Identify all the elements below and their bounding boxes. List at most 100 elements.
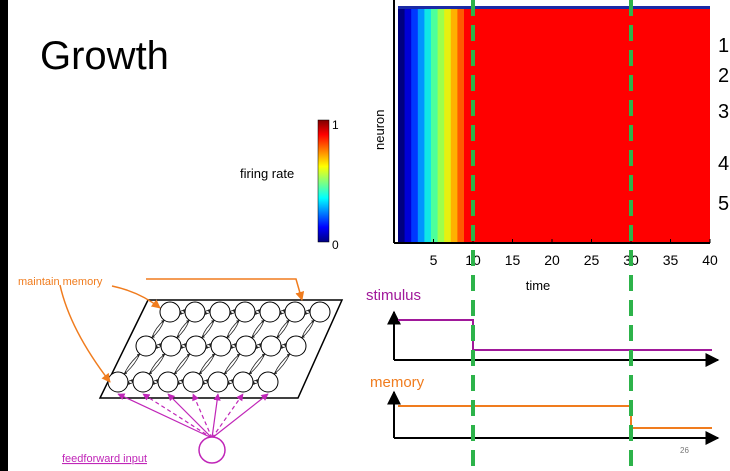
network-neuron bbox=[207, 371, 229, 393]
recurrent-link bbox=[254, 308, 261, 313]
feedforward-arrow bbox=[192, 393, 213, 439]
recurrent-link bbox=[180, 345, 187, 350]
heatmap-saturated-region bbox=[464, 6, 710, 243]
recurrent-link bbox=[280, 342, 287, 347]
recurrent-link bbox=[179, 311, 186, 316]
feedforward-arrow bbox=[117, 393, 213, 439]
recurrent-link bbox=[152, 381, 159, 386]
recurrent-link bbox=[230, 342, 237, 347]
recurrent-link bbox=[127, 378, 134, 383]
heatmap-ramp-stripe bbox=[417, 6, 425, 243]
network-neuron bbox=[260, 335, 282, 357]
recurrent-link bbox=[223, 353, 241, 375]
recurrent-link bbox=[255, 345, 262, 350]
network-neuron bbox=[159, 301, 181, 323]
recurrent-link bbox=[204, 308, 211, 313]
recurrent-link bbox=[202, 381, 209, 386]
network-neuron bbox=[135, 335, 157, 357]
recurrent-link bbox=[176, 319, 190, 338]
recurrent-link bbox=[155, 345, 162, 350]
memory-trace bbox=[398, 405, 712, 429]
recurrent-link bbox=[204, 311, 211, 316]
memory-plot: memory bbox=[370, 374, 720, 445]
recurrent-link bbox=[255, 342, 262, 347]
recurrent-link bbox=[152, 378, 159, 383]
recurrent-link bbox=[251, 320, 265, 339]
heatmap-ramp-stripe bbox=[450, 6, 458, 243]
recurrent-link bbox=[279, 308, 286, 313]
colorbar-min-label: 0 bbox=[332, 238, 339, 252]
recurrent-link bbox=[248, 353, 266, 375]
recurrent-link bbox=[226, 319, 240, 338]
slide-title: Growth bbox=[40, 34, 169, 78]
recurrent-link bbox=[180, 342, 187, 347]
network-neuron bbox=[157, 371, 179, 393]
recurrent-link bbox=[254, 311, 261, 316]
feedforward-arrow bbox=[211, 393, 269, 439]
slide-border bbox=[0, 0, 8, 471]
recurrent-link bbox=[148, 353, 166, 375]
memory-label: memory bbox=[370, 374, 425, 391]
network-neuron bbox=[234, 301, 256, 323]
heatmap-ramp-stripe bbox=[411, 6, 419, 243]
stimulus-label: stimulus bbox=[366, 287, 421, 304]
heatmap-x-tick-label: 5 bbox=[430, 252, 438, 268]
stimulus-plot: stimulus bbox=[366, 287, 720, 367]
heatmap-top-edge bbox=[398, 6, 710, 9]
recurrent-link bbox=[252, 378, 259, 383]
feedforward-arrow bbox=[142, 393, 213, 439]
network-neuron bbox=[259, 301, 281, 323]
recurrent-link bbox=[304, 311, 311, 316]
colorbar-gradient bbox=[317, 119, 330, 243]
recurrent-link bbox=[173, 353, 191, 375]
recurrent-link bbox=[229, 311, 236, 316]
recurrent-link bbox=[155, 342, 162, 347]
network-neuron bbox=[232, 371, 254, 393]
feedforward-arrows bbox=[117, 393, 269, 439]
heatmap-x-tick-label: 40 bbox=[702, 252, 718, 268]
recurrent-link bbox=[176, 320, 190, 339]
feedforward-arrow bbox=[211, 393, 244, 439]
recurrent-link bbox=[151, 319, 165, 338]
network-neuron bbox=[184, 301, 206, 323]
recurrent-link bbox=[123, 353, 141, 375]
page-number: 26 bbox=[680, 446, 689, 455]
recurrent-link bbox=[251, 319, 265, 338]
recurrent-link bbox=[279, 311, 286, 316]
recurrent-link bbox=[248, 353, 266, 375]
recurrent-link bbox=[227, 381, 234, 386]
network-neuron bbox=[284, 301, 306, 323]
recurrent-link bbox=[177, 381, 184, 386]
recurrent-link bbox=[198, 353, 216, 375]
recurrent-link bbox=[123, 353, 141, 375]
network-neuron bbox=[309, 301, 331, 323]
recurrent-link bbox=[201, 319, 215, 338]
recurrent-link bbox=[151, 320, 165, 339]
recurrent-link bbox=[223, 353, 241, 375]
network-neuron bbox=[107, 371, 129, 393]
heatmap-x-tick-label: 35 bbox=[663, 252, 679, 268]
network-neuron bbox=[182, 371, 204, 393]
recurrent-link bbox=[173, 353, 191, 375]
recurrent-link bbox=[202, 378, 209, 383]
list-number-2: 2 bbox=[718, 65, 729, 87]
recurrent-link bbox=[205, 345, 212, 350]
input-neuron bbox=[198, 436, 226, 464]
recurrent-link bbox=[227, 378, 234, 383]
maintain-arrow-middle bbox=[111, 285, 161, 309]
heatmap-ramp-stripe bbox=[437, 6, 445, 243]
time-markers bbox=[471, 0, 633, 471]
recurrent-link bbox=[148, 353, 166, 375]
heatmap-axes: 510152025303540 neuron time bbox=[372, 0, 718, 293]
network-neuron bbox=[185, 335, 207, 357]
network-neuron bbox=[160, 335, 182, 357]
recurrent-link bbox=[273, 353, 291, 375]
colorbar-label: firing rate bbox=[240, 166, 294, 181]
recurrent-link bbox=[229, 308, 236, 313]
list-number-1: 1 bbox=[718, 35, 729, 57]
recurrent-link bbox=[273, 353, 291, 375]
recurrent-link bbox=[276, 320, 290, 339]
recurrent-link bbox=[179, 308, 186, 313]
heatmap bbox=[398, 6, 710, 243]
